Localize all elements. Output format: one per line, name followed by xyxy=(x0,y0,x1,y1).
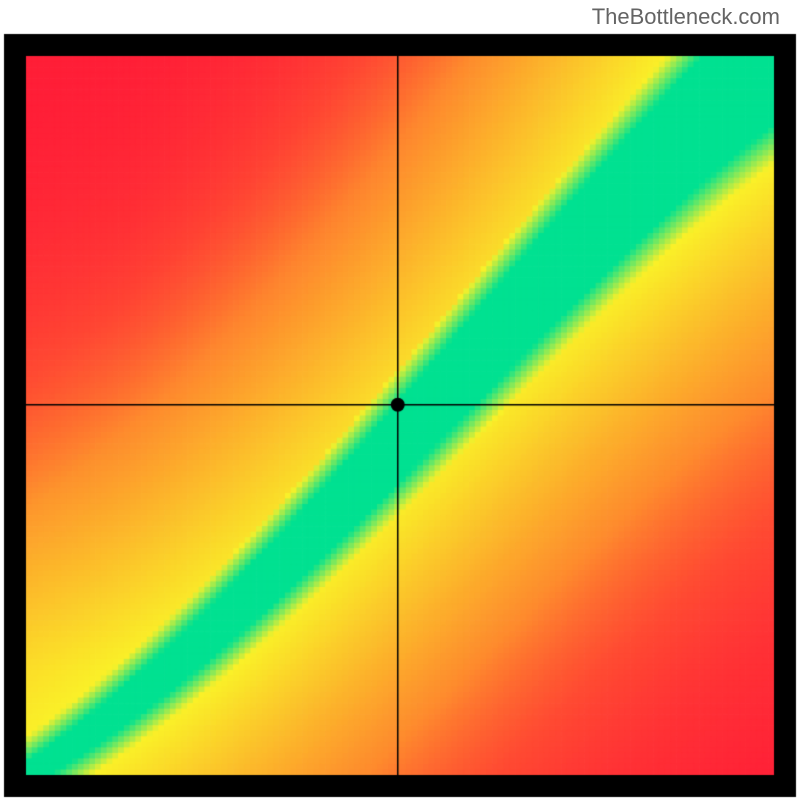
watermark-text: TheBottleneck.com xyxy=(592,4,780,30)
heatmap-plot xyxy=(0,0,800,800)
